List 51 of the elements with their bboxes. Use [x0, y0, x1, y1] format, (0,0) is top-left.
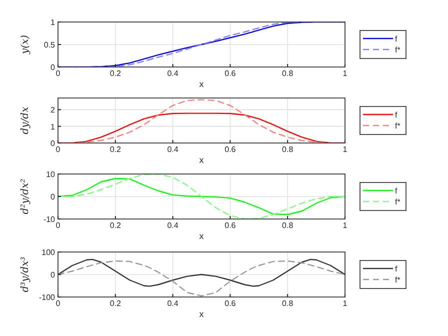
y-tick-label: 10 — [46, 170, 56, 179]
y-tick-label: -100 — [38, 293, 56, 302]
legend-label: f — [395, 264, 398, 274]
legend-label: f* — [395, 46, 400, 54]
y-tick-label: 0 — [50, 63, 56, 72]
x-tick-label: 0.8 — [282, 221, 294, 230]
x-tick-label: 0.8 — [282, 69, 294, 78]
x-tick-label: 0.4 — [167, 299, 179, 308]
legend-label: f* — [395, 198, 400, 206]
x-tick-label: 0.6 — [224, 299, 236, 308]
y-tick-label: 0 — [50, 139, 56, 148]
x-tick-label: 0.6 — [224, 221, 236, 230]
y-tick-label: 2 — [50, 106, 56, 115]
x-tick-label: 1 — [342, 221, 348, 230]
legend-label: f — [395, 34, 398, 44]
x-tick-label: 1 — [342, 145, 348, 154]
x-tick-label: 0.8 — [282, 145, 294, 154]
x-axis-title: x — [199, 155, 204, 165]
x-tick-label: 0.2 — [110, 221, 122, 230]
y-tick-label: 1 — [50, 122, 56, 132]
legend-label: f* — [395, 276, 400, 284]
y-tick-label: 1 — [50, 18, 56, 27]
x-tick-label: 0.6 — [224, 145, 236, 154]
x-axis-title: x — [199, 79, 204, 89]
line-series — [58, 260, 345, 296]
y-axis-title: d³y/dx³ — [20, 256, 31, 292]
y-axis-title: d²y/dx² — [20, 178, 31, 214]
x-tick-label: 0.4 — [167, 145, 179, 154]
x-tick-label: 0.4 — [167, 69, 179, 78]
x-axis-title: x — [199, 231, 204, 241]
legend-label: f — [395, 110, 398, 120]
legend-label: f* — [395, 122, 400, 130]
x-tick-label: 0.8 — [282, 299, 294, 308]
line-series — [58, 99, 345, 143]
y-tick-label: 0 — [50, 270, 56, 280]
x-tick-label: 0.4 — [167, 221, 179, 230]
x-tick-label: 0.2 — [110, 145, 122, 154]
x-tick-label: 1 — [342, 69, 348, 78]
x-axis-title: x — [199, 309, 204, 319]
line-series — [58, 258, 345, 287]
y-tick-label: 0 — [50, 192, 56, 202]
y-axis-title: dy/dx — [20, 106, 31, 134]
legend-label: f — [395, 186, 398, 196]
y-tick-label: 100 — [42, 248, 56, 257]
x-tick-label: 1 — [342, 299, 348, 308]
x-tick-label: 0.2 — [110, 69, 122, 78]
y-tick-label: 0.5 — [44, 40, 56, 50]
x-tick-label: 0.2 — [110, 299, 122, 308]
y-axis-title: y(x) — [20, 34, 31, 56]
y-tick-label: -10 — [43, 215, 56, 224]
x-tick-label: 0.6 — [224, 69, 236, 78]
